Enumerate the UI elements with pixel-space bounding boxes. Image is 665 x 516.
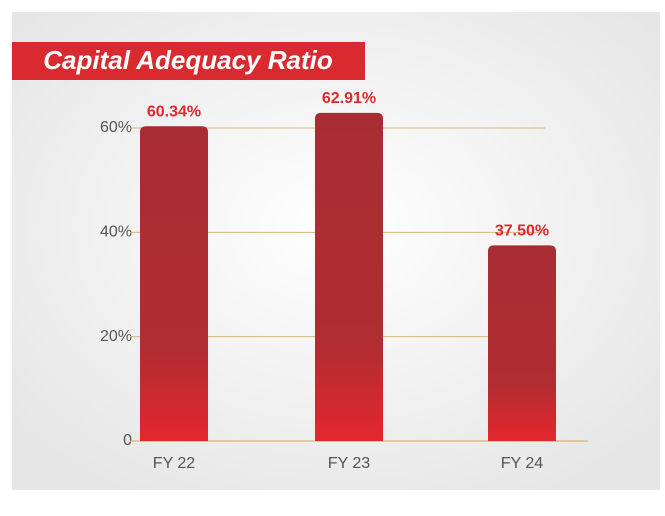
y-tick-label: 20% xyxy=(100,328,132,345)
title-banner xyxy=(12,42,365,80)
y-tick-label: 60% xyxy=(100,119,132,136)
value-label: 60.34% xyxy=(147,103,201,120)
value-label: 62.91% xyxy=(322,90,376,107)
bar xyxy=(315,112,383,441)
value-label: 37.50% xyxy=(495,223,549,240)
chart-title: Capital Adequacy Ratio xyxy=(43,45,333,75)
bar xyxy=(140,126,208,442)
y-tick-label: 40% xyxy=(100,224,132,241)
x-tick-label: FY 24 xyxy=(501,455,544,472)
x-tick-label: FY 23 xyxy=(328,455,371,472)
x-tick-label: FY 22 xyxy=(153,455,196,472)
bar xyxy=(488,245,556,441)
y-tick-label: 0 xyxy=(123,432,132,449)
